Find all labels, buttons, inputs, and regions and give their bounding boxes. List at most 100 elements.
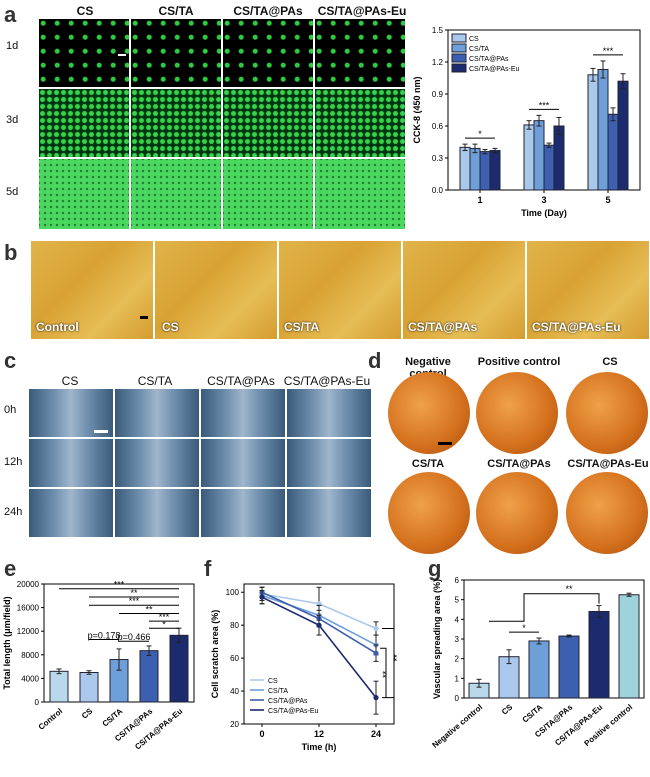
tube-formation-image (402, 240, 526, 340)
y-tick-label: 1.2 (432, 58, 444, 67)
bar (558, 635, 580, 699)
data-point (373, 650, 379, 656)
egg-label: CS (602, 356, 618, 368)
y-tick-label: 16000 (17, 604, 40, 613)
y-tick-label: 0.6 (432, 122, 444, 131)
y-tick-label: 40 (230, 687, 239, 696)
y-tick-label: 0 (455, 694, 460, 703)
cam-egg-image (566, 472, 648, 554)
x-tick-label: Negative control (430, 703, 484, 750)
significance-label: ** (130, 588, 138, 598)
y-tick-label: 8000 (21, 651, 39, 660)
data-point (373, 625, 379, 632)
significance-label: ** (565, 584, 573, 594)
cam-egg-image (476, 472, 558, 554)
tube-formation-image (30, 240, 154, 340)
significance-label: *** (114, 580, 125, 590)
y-tick-label: 2 (455, 655, 460, 664)
y-tick-label: 100 (226, 588, 240, 597)
scratch-image (114, 438, 200, 488)
legend-label: CS/TA (469, 46, 489, 53)
bar (479, 151, 491, 191)
image-label: CS/TA@PAs-Eu (532, 320, 621, 334)
scratch-image (286, 488, 372, 538)
fluorescence-image (130, 88, 222, 158)
panel-letter-d: d (368, 348, 382, 373)
legend-label: CS (469, 36, 479, 43)
legend-swatch (451, 43, 467, 53)
y-tick-label: 5 (455, 596, 460, 605)
cam-egg-image (476, 372, 558, 454)
scratch-image (286, 388, 372, 438)
fluorescence-image (38, 18, 130, 88)
scale-bar (118, 54, 126, 56)
tube-formation-image (278, 240, 402, 340)
x-tick-label: CS/TA (101, 706, 125, 728)
x-axis-label: Time (Day) (521, 208, 567, 218)
bar (459, 146, 471, 191)
scratch-image (114, 388, 200, 438)
scratch-image (200, 488, 286, 538)
significance-label: * (162, 619, 166, 629)
scratch-image (286, 438, 372, 488)
legend-label: CS (268, 678, 278, 685)
x-tick-label: Control (37, 707, 65, 732)
bar (618, 594, 640, 699)
col-header: CS/TA@PAs (233, 4, 303, 18)
col-header: CS/TA (137, 374, 173, 388)
chart-f: 20 40 60 80 100 Cell scratch area (%) Time (h)… (210, 583, 402, 752)
row-header: 1d (6, 40, 19, 52)
egg-label: CS/TA@PAs (487, 458, 551, 470)
cam-egg-image (388, 472, 470, 554)
col-header: CS/TA@PAs (207, 374, 275, 388)
legend-label: CS/TA@PAs (469, 56, 509, 63)
fluorescence-image (314, 88, 406, 158)
tube-formation-image (154, 240, 278, 340)
bar (79, 672, 99, 703)
y-tick-label: 3 (455, 635, 460, 644)
significance-label: ** (392, 654, 402, 662)
x-tick-label: 24 (371, 729, 381, 739)
significance-label: ** (145, 605, 153, 615)
bar (489, 150, 501, 191)
x-tick-label: 3 (541, 195, 546, 205)
data-point (373, 695, 379, 701)
scratch-image (200, 438, 286, 488)
scale-bar (140, 316, 148, 319)
fluorescence-image (38, 158, 130, 230)
fluorescence-image (314, 18, 406, 88)
y-tick-label: 60 (230, 654, 239, 663)
scratch-image (114, 488, 200, 538)
x-tick-label: CS (500, 702, 515, 716)
y-tick-label: 0.9 (432, 90, 444, 99)
x-tick-label: 12 (314, 729, 324, 739)
row-header: 12h (4, 456, 23, 468)
egg-label: CS/TA (411, 458, 445, 470)
bar (49, 670, 69, 703)
bar (597, 68, 609, 191)
panel-letter-b: b (4, 240, 18, 265)
y-tick-label: 0 (35, 698, 40, 707)
row-header: 0h (4, 404, 17, 416)
col-header: CS (76, 4, 94, 18)
col-header: CS/TA (158, 4, 194, 18)
bar (543, 144, 555, 191)
chart-a: 0.0 0.3 0.6 0.9 1.2 1.5 CCK-8 (450 nm) Time (Da… (412, 26, 641, 218)
bar (533, 120, 545, 191)
egg-label: Positive control (477, 356, 561, 368)
bar (607, 113, 619, 191)
cam-egg-image (388, 372, 470, 454)
col-header: CS/TA@PAs-Eu (283, 374, 371, 388)
panel-letter-c: c (4, 348, 17, 373)
significance-bracket (382, 627, 395, 699)
y-axis-label: Cell scratch area (%) (210, 610, 220, 699)
bar (587, 74, 599, 191)
legend-label: CS/TA (268, 688, 288, 695)
bar (523, 124, 535, 191)
y-tick-label: 80 (230, 621, 239, 630)
plot-frame (463, 579, 645, 699)
legend-label: CS/TA@PAs (268, 698, 308, 705)
scratch-image (200, 388, 286, 438)
image-label: CS/TA (284, 320, 320, 334)
bar (588, 610, 610, 699)
